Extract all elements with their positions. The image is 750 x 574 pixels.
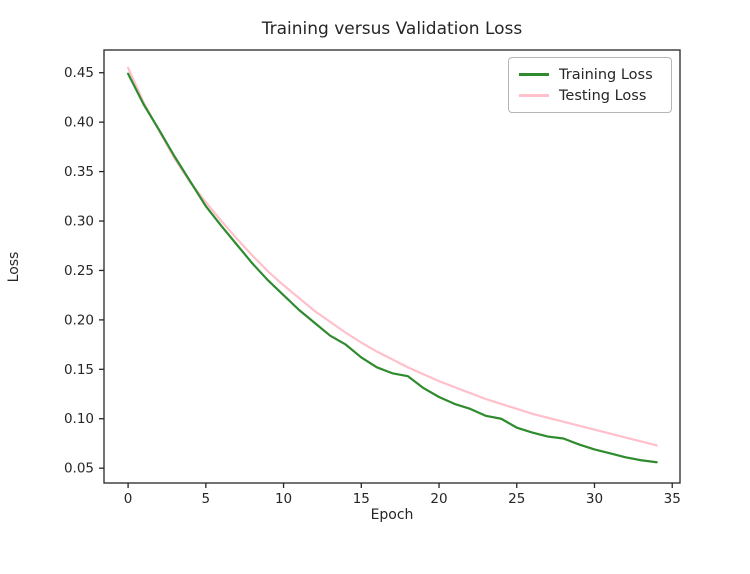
- legend-label-testing: Testing Loss: [559, 87, 647, 104]
- x-tick-label: 25: [508, 491, 525, 507]
- y-tick-label: 0.25: [64, 263, 94, 279]
- y-tick-label: 0.30: [64, 214, 94, 230]
- y-tick-label: 0.35: [64, 164, 94, 180]
- x-tick-label: 15: [353, 491, 370, 507]
- x-tick-label: 0: [124, 491, 133, 507]
- legend-label-training: Training Loss: [559, 66, 653, 83]
- axes-spines: [103, 49, 681, 484]
- training-loss-line: [127, 72, 658, 464]
- y-tick-label: 0.20: [64, 312, 94, 328]
- legend-item-testing: Testing Loss: [519, 85, 661, 106]
- x-tick-label: 5: [202, 491, 211, 507]
- testing-loss-line: [127, 66, 658, 447]
- y-tick-label: 0.40: [64, 115, 94, 131]
- y-tick-label: 0.05: [64, 461, 94, 477]
- training-loss-swatch: [519, 73, 549, 76]
- legend-item-training: Training Loss: [519, 64, 661, 85]
- x-tick-label: 30: [586, 491, 603, 507]
- x-tick-label: 20: [430, 491, 447, 507]
- y-axis-label: Loss: [6, 251, 22, 283]
- x-tick-label: 35: [664, 491, 681, 507]
- y-tick-label: 0.10: [64, 411, 94, 427]
- testing-loss-swatch: [519, 94, 549, 97]
- y-tick-label: 0.15: [64, 362, 94, 378]
- x-tick-label: 10: [275, 491, 292, 507]
- x-axis-label: Epoch: [370, 507, 414, 523]
- chart-title: Training versus Validation Loss: [261, 19, 523, 39]
- legend: Training Loss Testing Loss: [508, 57, 672, 113]
- y-tick-label: 0.45: [64, 65, 94, 81]
